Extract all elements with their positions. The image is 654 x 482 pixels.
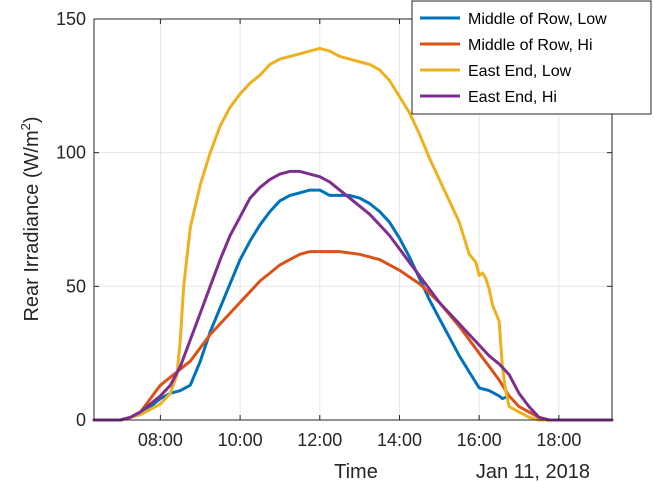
legend-label: Middle of Row, Low [468, 11, 607, 28]
y-tick-label: 150 [56, 9, 86, 29]
x-tick-label: 10:00 [218, 430, 263, 450]
x-tick-label: 12:00 [297, 430, 342, 450]
date-label: Jan 11, 2018 [476, 461, 590, 482]
x-axis-title: Time [334, 461, 378, 482]
y-axis-title-main: Rear Irradiance (W/m [21, 130, 43, 321]
plot-frame [93, 18, 613, 421]
legend-label: East End, Hi [468, 89, 557, 106]
series-lines [92, 46, 614, 422]
series-line-3 [92, 169, 614, 422]
x-tick-label: 18:00 [536, 430, 581, 450]
x-tick-label: 16:00 [457, 430, 502, 450]
series-line-1 [92, 250, 614, 422]
legend-label: East End, Low [468, 63, 572, 80]
y-tick-label: 100 [56, 143, 86, 163]
series-line-2 [92, 46, 614, 422]
x-tick-label: 14:00 [377, 430, 422, 450]
y-axis-title-close: ) [21, 116, 43, 123]
legend-label: Middle of Row, Hi [468, 37, 593, 54]
y-axis-title-superscript: 2 [18, 123, 33, 130]
y-axis-title: Rear Irradiance (W/m2) [18, 116, 43, 321]
y-tick-label: 0 [76, 410, 86, 430]
axis-ticks: 08:00 10:00 12:00 14:00 16:00 18:00 0 50 100 150 [56, 9, 612, 450]
legend: Middle of Row, Low Middle of Row, Hi East … [411, 0, 652, 115]
y-tick-label: 50 [66, 276, 86, 296]
series-line-0 [92, 188, 511, 422]
x-tick-label: 08:00 [138, 430, 183, 450]
